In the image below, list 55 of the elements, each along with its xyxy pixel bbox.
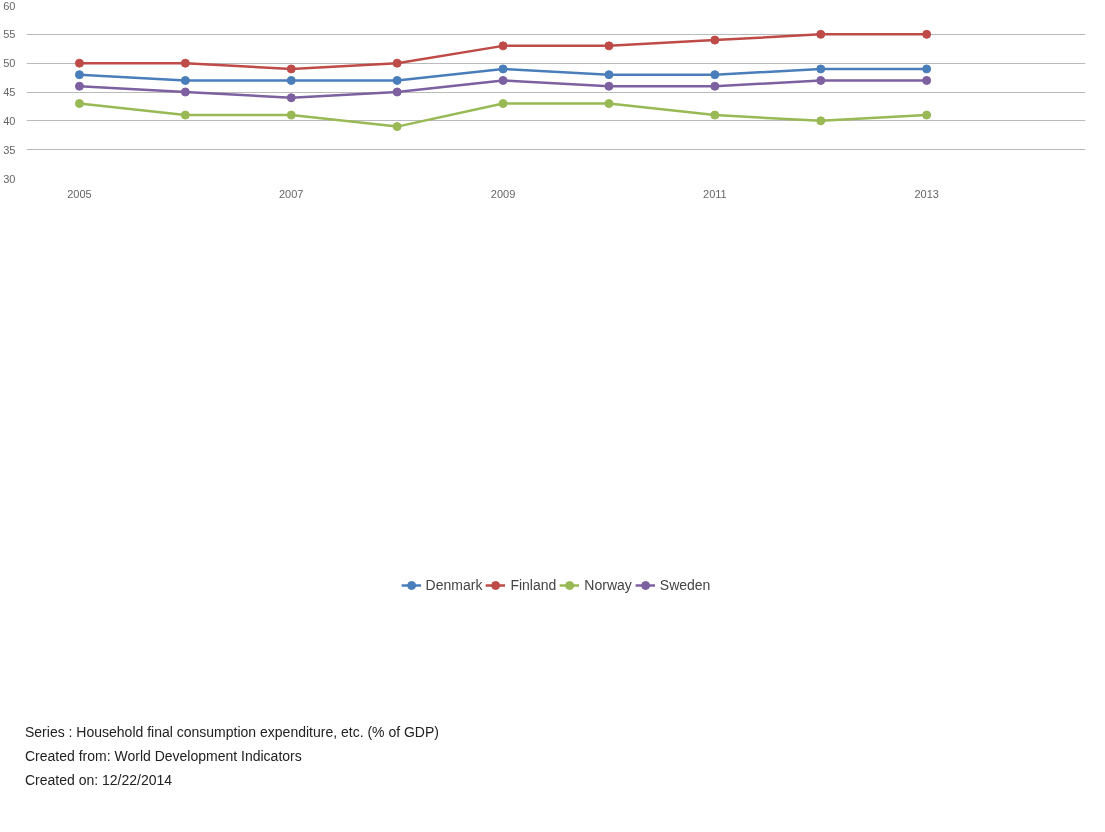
y-tick-label: 45 (3, 86, 16, 98)
point (286, 110, 296, 120)
point (816, 75, 826, 85)
point (922, 64, 932, 74)
point (180, 58, 190, 68)
point (710, 81, 720, 91)
x-tick-label: 2009 (490, 187, 516, 200)
legend-label: Finland (510, 577, 557, 593)
legend-label: Denmark (425, 577, 483, 593)
y-tick-label: 30 (3, 172, 16, 185)
point (286, 75, 296, 85)
point (498, 64, 508, 74)
y-tick-label: 60 (3, 0, 16, 12)
point (498, 75, 508, 85)
point (286, 64, 296, 74)
y-tick-label: 50 (3, 57, 16, 70)
point (74, 99, 84, 109)
point (180, 110, 190, 120)
point (392, 75, 402, 85)
point (816, 29, 826, 39)
point (74, 58, 84, 68)
point (816, 116, 826, 126)
point (286, 93, 296, 103)
text: Created from: World Development Indicators (25, 747, 302, 766)
point (180, 75, 190, 85)
point (392, 87, 402, 97)
point (922, 75, 932, 85)
y-tick-label: 35 (3, 143, 16, 156)
point (710, 35, 720, 45)
x-tick-label: 2007 (279, 187, 304, 200)
point (922, 110, 932, 120)
point (74, 81, 84, 91)
point (392, 58, 402, 68)
point (816, 64, 826, 74)
point (74, 70, 84, 80)
point (922, 29, 932, 39)
legend-label: Norway (584, 577, 632, 593)
point (604, 81, 614, 91)
point (604, 41, 614, 51)
x-tick-label: 2011 (703, 187, 727, 200)
point (392, 122, 402, 132)
point (180, 87, 190, 97)
point (604, 70, 614, 80)
point (604, 99, 614, 109)
x-tick-label: 2013 (914, 187, 939, 200)
legend-label: Sweden (659, 577, 711, 593)
text: Created on: 12/22/2014 (25, 771, 173, 790)
y-tick-label: 40 (3, 114, 16, 127)
point (710, 70, 720, 80)
text: Series : Household final consumption expenditure, etc. (% of GDP) (25, 723, 439, 742)
point (710, 110, 720, 120)
point (498, 99, 508, 109)
x-tick-label: 2005 (67, 187, 92, 200)
point (498, 41, 508, 51)
y-tick-label: 55 (3, 28, 16, 41)
